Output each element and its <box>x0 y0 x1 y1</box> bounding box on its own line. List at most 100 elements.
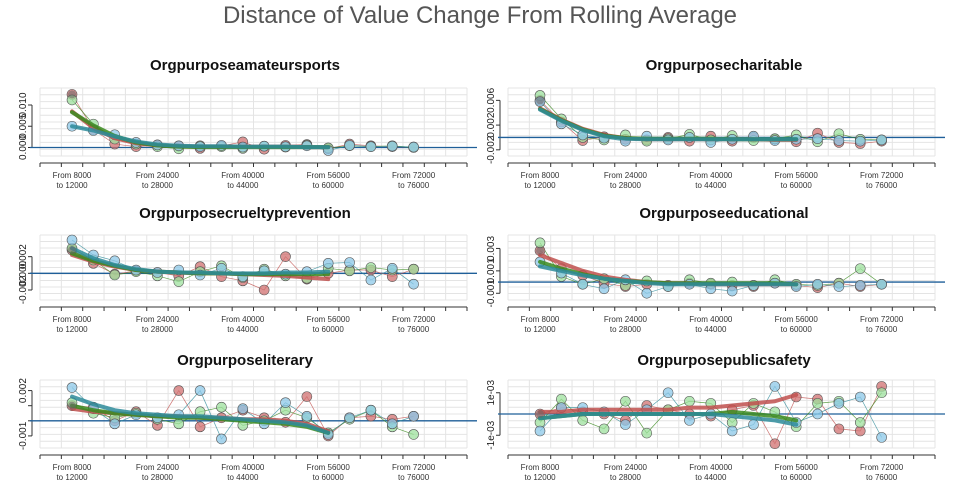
x-tick-label: to 60000 <box>313 181 345 190</box>
data-point <box>301 410 313 422</box>
x-tick-label: to 12000 <box>56 181 88 190</box>
x-tick-label: From 40000 <box>689 171 733 180</box>
x-tick-label: to 44000 <box>695 325 727 334</box>
data-point <box>194 385 206 396</box>
data-point <box>344 257 355 268</box>
data-point <box>534 237 546 249</box>
x-tick-label: to 28000 <box>610 325 642 334</box>
x-tick-label: From 24000 <box>604 463 648 472</box>
trend-line <box>538 253 799 287</box>
x-tick-label: From 72000 <box>860 463 904 472</box>
x-tick-label: From 8000 <box>53 463 92 472</box>
data-point <box>386 418 398 430</box>
panel-2: Orgpurposecrueltyprevention -0.0020.0000.… <box>18 205 477 334</box>
x-tick-label: From 56000 <box>775 171 819 180</box>
data-point <box>408 429 419 440</box>
x-tick-label: From 40000 <box>689 463 733 472</box>
data-point <box>173 385 185 396</box>
panel-title: Orgpurposeamateursports <box>150 57 340 74</box>
x-tick-label: From 8000 <box>53 315 92 324</box>
data-point <box>216 433 227 445</box>
x-tick-label: From 72000 <box>392 463 436 472</box>
trend-line <box>70 124 331 150</box>
x-tick-label: to 44000 <box>227 473 259 480</box>
x-tick-label: to 60000 <box>781 325 813 334</box>
x-tick-label: From 24000 <box>604 171 648 180</box>
data-point <box>833 135 845 146</box>
x-tick-label: to 60000 <box>313 473 345 480</box>
data-point <box>684 415 695 426</box>
x-tick-label: From 72000 <box>392 315 436 324</box>
data-point <box>344 412 355 424</box>
y-tick-label: 0.002 <box>486 112 497 137</box>
data-point <box>408 263 419 275</box>
x-tick-label: From 24000 <box>604 315 648 324</box>
x-tick-label: to 12000 <box>524 325 556 334</box>
data-point <box>237 403 249 415</box>
y-tick-label: 1e-03 <box>486 380 497 406</box>
data-point <box>641 287 653 299</box>
data-point <box>344 140 355 151</box>
data-point <box>365 274 377 286</box>
data-point <box>386 263 398 274</box>
data-point <box>408 141 419 153</box>
data-point <box>812 408 823 420</box>
x-tick-label: to 60000 <box>781 181 813 190</box>
data-point <box>833 423 845 435</box>
panel-title: Orgpurposecharitable <box>646 57 803 74</box>
x-tick-label: From 24000 <box>136 315 180 324</box>
y-tick-label: 0.006 <box>486 87 497 112</box>
data-point <box>173 418 185 430</box>
data-point <box>876 432 887 443</box>
y-tick-label: 0.005 <box>18 113 29 138</box>
data-point-overlap <box>68 246 77 254</box>
data-point-overlap <box>68 401 77 410</box>
y-tick-label: -0.002 <box>486 135 497 164</box>
x-tick-label: to 60000 <box>781 473 813 480</box>
x-tick-label: From 72000 <box>860 315 904 324</box>
data-point <box>876 279 887 290</box>
data-point <box>173 276 185 287</box>
trend-line <box>70 394 331 435</box>
data-point <box>408 410 419 422</box>
x-tick-label: to 28000 <box>142 325 174 334</box>
trend-line <box>538 264 799 287</box>
x-tick-label: to 28000 <box>610 181 642 190</box>
data-point-overlap <box>536 246 545 255</box>
data-point <box>577 279 589 290</box>
data-point <box>833 398 845 409</box>
data-point <box>854 280 866 291</box>
data-point <box>322 258 334 269</box>
data-point <box>365 404 377 416</box>
data-point <box>598 423 610 435</box>
x-tick-label: to 44000 <box>695 181 727 190</box>
data-point <box>854 263 866 274</box>
data-point <box>194 421 206 433</box>
trend-line <box>538 107 799 142</box>
data-point <box>280 251 291 262</box>
data-point <box>386 140 398 152</box>
x-tick-label: to 28000 <box>142 181 174 190</box>
y-tick-label: -1e-03 <box>486 420 497 449</box>
data-point <box>812 133 823 144</box>
x-tick-label: From 56000 <box>307 463 351 472</box>
data-point <box>833 281 845 292</box>
data-point <box>684 395 695 407</box>
x-tick-label: to 28000 <box>142 473 174 480</box>
trend-line <box>538 412 799 427</box>
x-tick-label: to 12000 <box>56 473 88 480</box>
data-point <box>620 419 631 430</box>
data-point <box>109 418 121 430</box>
data-point <box>109 269 121 281</box>
x-tick-label: to 28000 <box>610 473 642 480</box>
x-tick-label: From 72000 <box>392 171 436 180</box>
panel-title: Orgpurposeliterary <box>177 352 314 369</box>
panel-title: Orgpurposepublicsafety <box>637 352 811 369</box>
x-tick-label: From 56000 <box>307 315 351 324</box>
data-point <box>258 284 270 296</box>
data-point <box>854 391 866 403</box>
x-tick-label: From 56000 <box>307 171 351 180</box>
panel-title: Orgpurposecrueltyprevention <box>139 205 351 222</box>
